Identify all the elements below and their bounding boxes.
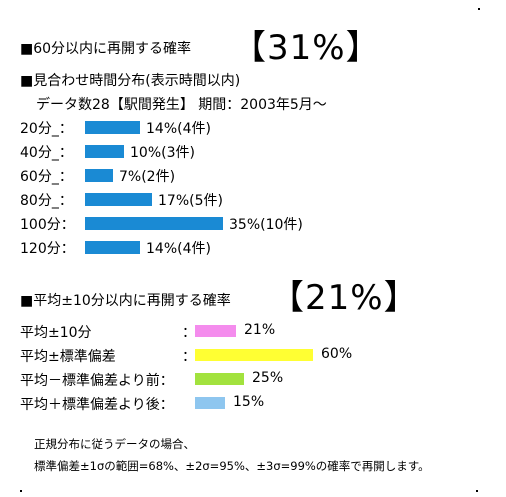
distribution-subtitle: データ数28【駅間発生】 期間：2003年5月～ [36, 97, 327, 113]
bar-40 [85, 145, 124, 158]
prob-value-before: 25% [252, 370, 284, 386]
prob-colon: ： [182, 325, 196, 341]
bar-label-120: 120分： [20, 241, 75, 257]
bar-value-100: 35%(10件) [229, 217, 303, 233]
prob-label-before: 平均－標準偏差より前： [20, 373, 174, 389]
prob-bar-before [195, 373, 244, 385]
bar-label-100: 100分： [20, 217, 75, 233]
note-line2: 標準偏差±1σの範囲=68%、±2σ=95%、±3σ=99%の確率で再開します。 [34, 459, 430, 473]
section1-probability: 【31%】 [232, 28, 381, 68]
prob-label-after: 平均＋標準偏差より後： [20, 397, 174, 413]
prob-label-mean-std: 平均±標準偏差 [20, 349, 116, 365]
bar-120 [85, 241, 140, 254]
prob-label-mean-10: 平均±10分 [20, 325, 92, 341]
section2-probability: 【21%】 [270, 278, 419, 318]
prob-value-mean-10: 21% [244, 322, 276, 338]
bar-20 [85, 121, 140, 134]
corner-dot [476, 490, 478, 492]
prob-colon: ： [182, 349, 196, 365]
prob-bar-after [195, 397, 225, 409]
bar-label-60: 60分_： [20, 169, 73, 185]
bar-80 [85, 193, 152, 206]
prob-bar-mean-std [195, 349, 313, 361]
bar-label-80: 80分_： [20, 193, 73, 209]
bar-60 [85, 169, 113, 182]
note-line1: 正規分布に従うデータの場合、 [34, 437, 195, 451]
prob-value-mean-std: 60% [321, 346, 353, 362]
bar-100 [85, 217, 223, 230]
bar-value-80: 17%(5件) [158, 193, 223, 209]
corner-dot [20, 490, 22, 492]
bar-label-40: 40分_： [20, 145, 73, 161]
bar-label-20: 20分_： [20, 121, 73, 137]
section2-title: ■平均±10分以内に再開する確率 [20, 293, 231, 309]
corner-dot [478, 8, 480, 10]
bar-value-120: 14%(4件) [146, 241, 211, 257]
bar-value-60: 7%(2件) [119, 169, 176, 185]
distribution-title: ■見合わせ時間分布(表示時間以内) [20, 73, 241, 89]
bar-value-20: 14%(4件) [146, 121, 211, 137]
bar-value-40: 10%(3件) [130, 145, 195, 161]
prob-bar-mean-10 [195, 325, 236, 337]
section1-title: ■60分以内に再開する確率 [20, 41, 192, 57]
prob-value-after: 15% [233, 394, 265, 410]
